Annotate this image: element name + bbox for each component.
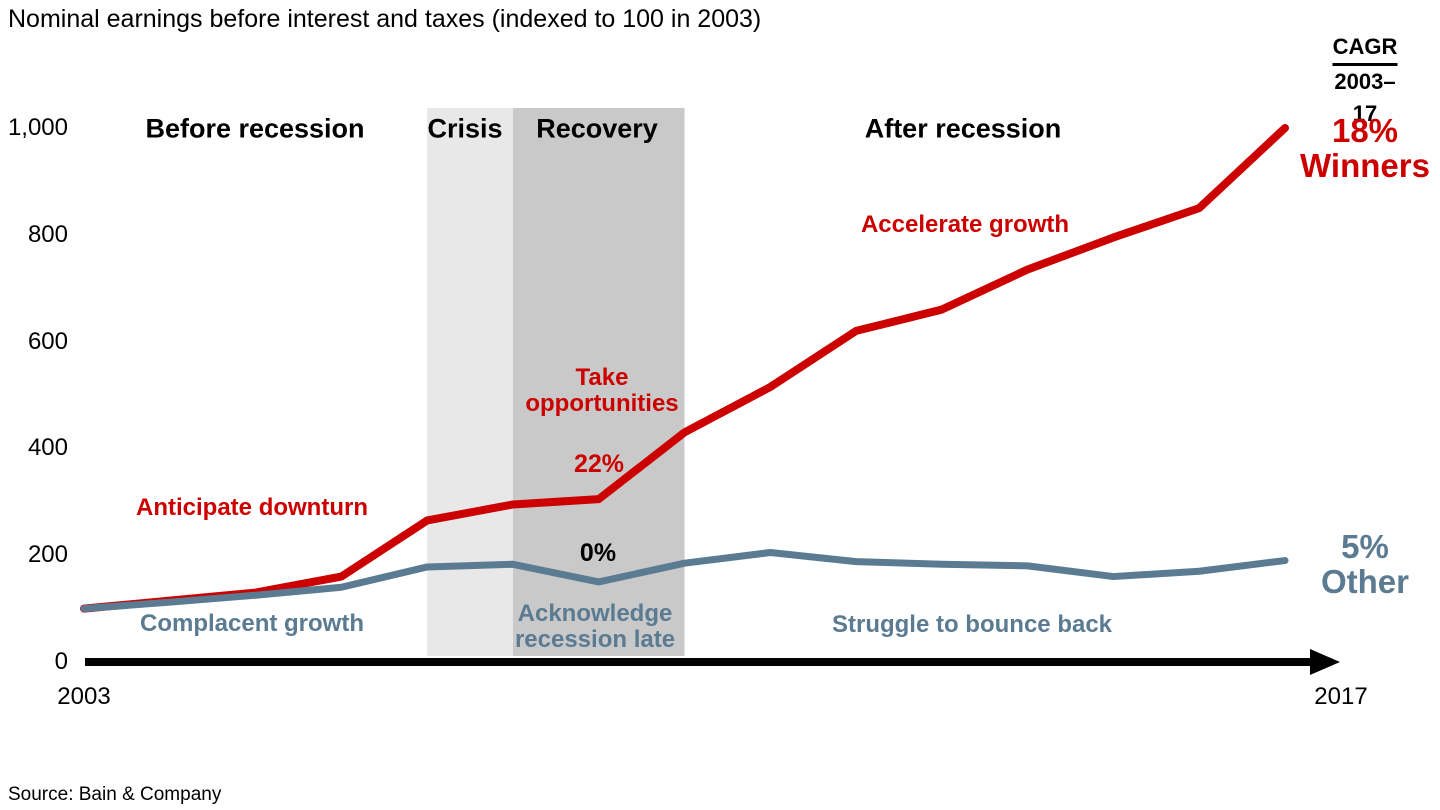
source-note: Source: Bain & Company bbox=[8, 784, 222, 805]
y-tick-label: 600 bbox=[27, 327, 68, 355]
x-tick-label: 2017 bbox=[1314, 683, 1368, 710]
phase-label-recovery: Recovery bbox=[536, 113, 658, 144]
y-tick-label: 400 bbox=[27, 434, 68, 462]
other-name: Other bbox=[1320, 563, 1410, 600]
band-crisis bbox=[427, 108, 513, 656]
series-line-other bbox=[80, 549, 1289, 613]
series-label-other: 5% Other bbox=[1321, 529, 1409, 599]
phase-label-crisis: Crisis bbox=[427, 113, 503, 144]
annotation-struggle-to-bounce-back: Struggle to bounce back bbox=[831, 611, 1113, 638]
annotation-anticipate-downturn: Anticipate downturn bbox=[136, 494, 368, 521]
annotation-complacent-growth: Complacent growth bbox=[139, 610, 365, 637]
annotation-accelerate-growth: Accelerate growth bbox=[860, 211, 1070, 238]
chart-title: Nominal earnings before interest and tax… bbox=[8, 5, 762, 33]
x-axis-arrowhead-icon bbox=[1310, 649, 1340, 675]
x-tick-label: 2003 bbox=[57, 683, 111, 710]
other-cagr-value: 5% bbox=[1341, 528, 1389, 565]
annotation-acknowledge-recession-late: Acknowledge recession late bbox=[514, 600, 676, 653]
series-line-winners bbox=[80, 124, 1289, 613]
annotation-recovery-winners-pct: 22% bbox=[573, 450, 625, 478]
cagr-header: CAGR 2003–17 bbox=[1328, 31, 1403, 130]
y-tick-label: 800 bbox=[27, 220, 68, 248]
y-tick-label: 0 bbox=[54, 648, 68, 675]
series-label-winners: 18% Winners bbox=[1300, 113, 1430, 183]
phase-label-after-recession: After recession bbox=[864, 113, 1062, 144]
phase-label-before-recession: Before recession bbox=[145, 113, 365, 144]
band-recovery bbox=[512, 108, 685, 656]
annotation-take-opportunities: Take opportunities bbox=[525, 364, 679, 417]
winners-cagr-value: 18% bbox=[1331, 112, 1399, 149]
winners-name: Winners bbox=[1300, 147, 1430, 184]
y-tick-label: 200 bbox=[27, 541, 68, 569]
y-tick-label: 1,000 bbox=[7, 114, 68, 141]
cagr-period: 2003–17 bbox=[1334, 69, 1396, 126]
annotation-recovery-other-pct: 0% bbox=[579, 539, 617, 567]
cagr-label: CAGR bbox=[1332, 31, 1398, 66]
